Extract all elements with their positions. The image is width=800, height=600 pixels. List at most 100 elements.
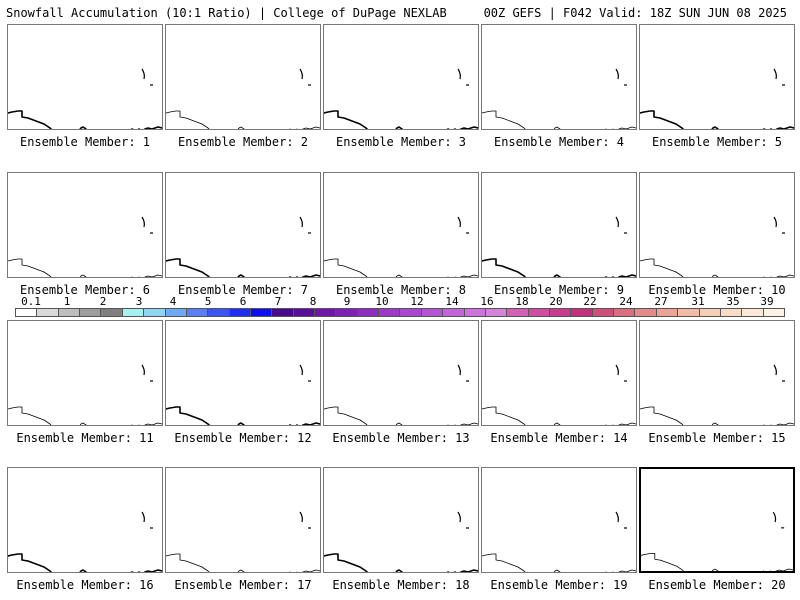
color-scale-tick-label: 14	[445, 295, 459, 308]
ensemble-panel-17[interactable]	[165, 467, 321, 573]
color-scale-tick-label: 31	[691, 295, 705, 308]
coastline	[482, 258, 636, 277]
island-mark	[141, 511, 145, 523]
ensemble-member-label: Ensemble Member: 20	[648, 578, 786, 592]
coastline	[166, 553, 320, 572]
ensemble-panel-6[interactable]	[7, 172, 163, 278]
gulf-coast-map	[324, 216, 478, 277]
color-scale-tick-label: 5	[204, 295, 212, 308]
product-title: Snowfall Accumulation (10:1 Ratio) | Col…	[6, 6, 447, 20]
coastline	[8, 553, 162, 572]
ensemble-member-label: Ensemble Member: 12	[174, 431, 312, 445]
color-scale-cell	[144, 309, 166, 316]
color-scale-cell	[507, 309, 529, 316]
ensemble-panel-14[interactable]	[481, 320, 637, 426]
color-scale-cell	[37, 309, 59, 316]
island-mark	[141, 364, 145, 376]
ensemble-panel-2[interactable]	[165, 24, 321, 130]
color-scale-cell	[635, 309, 657, 316]
gulf-coast-map	[324, 364, 478, 425]
ensemble-member-label: Ensemble Member: 2	[177, 135, 309, 149]
ensemble-panel-20[interactable]	[639, 467, 795, 573]
gulf-coast-map	[324, 511, 478, 572]
ensemble-panel-10[interactable]	[639, 172, 795, 278]
snowfall-color-scale	[15, 308, 785, 317]
gulf-coast-map	[8, 511, 162, 572]
island-mark	[615, 364, 619, 376]
coastline	[324, 553, 478, 572]
color-scale-cell	[208, 309, 230, 316]
coastline	[641, 552, 793, 571]
color-scale-tick-label: 39	[760, 295, 774, 308]
ensemble-panel-3[interactable]	[323, 24, 479, 130]
ensemble-panel-4[interactable]	[481, 24, 637, 130]
coastline	[482, 553, 636, 572]
color-scale-cell	[58, 309, 81, 316]
color-scale-cell	[272, 309, 294, 316]
coastline	[482, 406, 636, 425]
ensemble-member-label: Ensemble Member: 7	[177, 283, 309, 297]
ensemble-panel-16[interactable]	[7, 467, 163, 573]
color-scale-cell	[250, 309, 273, 316]
ensemble-member-label: Ensemble Member: 4	[493, 135, 625, 149]
color-scale-cell	[614, 309, 636, 316]
ensemble-member-label: Ensemble Member: 15	[648, 431, 786, 445]
gulf-coast-map	[324, 68, 478, 129]
gulf-coast-map	[640, 68, 794, 129]
ensemble-member-label: Ensemble Member: 18	[332, 578, 470, 592]
gulf-coast-map	[166, 364, 320, 425]
color-scale-cell	[528, 309, 550, 316]
gulf-coast-map	[482, 364, 636, 425]
color-scale-cell	[229, 309, 251, 316]
color-scale-cell	[101, 309, 123, 316]
color-scale-cell	[400, 309, 422, 316]
ensemble-panel-12[interactable]	[165, 320, 321, 426]
ensemble-panel-1[interactable]	[7, 24, 163, 130]
color-scale-cell	[742, 309, 764, 316]
color-scale-cell	[336, 309, 358, 316]
island-mark	[773, 68, 777, 80]
gulf-coast-map	[641, 511, 793, 571]
ensemble-panel-5[interactable]	[639, 24, 795, 130]
ensemble-panel-8[interactable]	[323, 172, 479, 278]
gulf-coast-map	[8, 68, 162, 129]
ensemble-panel-15[interactable]	[639, 320, 795, 426]
color-scale-cell	[315, 309, 337, 316]
color-scale-tick-label: 7	[274, 295, 282, 308]
color-scale-tick-label: 2	[99, 295, 107, 308]
island-mark	[772, 511, 777, 523]
color-scale-cell	[699, 309, 721, 316]
coastline	[640, 258, 794, 277]
coastline	[8, 406, 162, 425]
ensemble-member-label: Ensemble Member: 14	[490, 431, 628, 445]
island-mark	[773, 364, 777, 376]
ensemble-panel-9[interactable]	[481, 172, 637, 278]
island-mark	[615, 511, 619, 523]
ensemble-member-label: Ensemble Member: 17	[174, 578, 312, 592]
color-scale-tick-label: 24	[619, 295, 633, 308]
ensemble-member-label: Ensemble Member: 10	[648, 283, 786, 297]
color-scale-tick-label: 9	[343, 295, 351, 308]
ensemble-panel-19[interactable]	[481, 467, 637, 573]
ensemble-panel-11[interactable]	[7, 320, 163, 426]
color-scale-tick-label: 1	[63, 295, 71, 308]
island-mark	[141, 216, 145, 228]
island-mark	[299, 511, 303, 523]
ensemble-member-label: Ensemble Member: 9	[493, 283, 625, 297]
gulf-coast-map	[482, 511, 636, 572]
color-scale-cell	[357, 309, 380, 316]
ensemble-panel-18[interactable]	[323, 467, 479, 573]
ensemble-member-label: Ensemble Member: 16	[16, 578, 154, 592]
color-scale-cell	[571, 309, 593, 316]
ensemble-member-label: Ensemble Member: 1	[19, 135, 151, 149]
ensemble-panel-13[interactable]	[323, 320, 479, 426]
gulf-coast-map	[640, 216, 794, 277]
color-scale-tick-label: 18	[515, 295, 529, 308]
ensemble-member-label: Ensemble Member: 11	[16, 431, 154, 445]
color-scale-cell	[656, 309, 679, 316]
ensemble-panel-7[interactable]	[165, 172, 321, 278]
island-mark	[457, 68, 461, 80]
color-scale-cell	[80, 309, 102, 316]
island-mark	[457, 216, 461, 228]
coastline	[640, 406, 794, 425]
